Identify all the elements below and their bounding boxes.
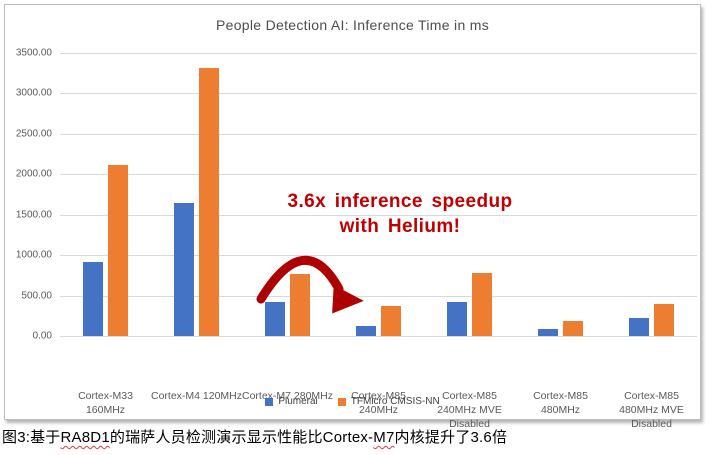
speedup-annotation-line2: with Helium!	[339, 216, 461, 237]
chart-legend: Plumerai TFMicro CMSIS-NN	[5, 396, 700, 407]
legend-item-plumerai: Plumerai	[265, 396, 318, 407]
legend-item-tfmicro: TFMicro CMSIS-NN	[337, 396, 440, 407]
bar-plumerai	[83, 262, 103, 336]
bar-plumerai	[356, 326, 376, 336]
gridline	[60, 174, 697, 176]
tfmicro-swatch-icon	[337, 397, 346, 406]
x-axis-category-label: Cortex-M7 280MHz	[241, 390, 334, 402]
speedup-annotation: 3.6x inference speedup with Helium!	[255, 189, 545, 239]
legend-label-tfmicro: TFMicro CMSIS-NN	[350, 396, 440, 407]
y-axis-tick-label: 3500.00	[15, 47, 52, 59]
y-axis-tick-label: 1000.00	[15, 249, 52, 261]
y-axis-tick-label: 3000.00	[15, 87, 52, 99]
bar-tfmicro-cmsis-nn	[654, 304, 674, 336]
x-axis-category-label: Cortex-M85 480MHz MVE Disabled	[619, 390, 684, 431]
speedup-annotation-line1: 3.6x inference speedup	[287, 191, 513, 212]
caption-text: 图3:基于	[2, 429, 61, 446]
x-axis-category-label: Cortex-M85 240MHz	[351, 390, 406, 417]
bar-plumerai	[538, 329, 558, 336]
gridline	[60, 214, 697, 216]
bar-tfmicro-cmsis-nn	[199, 68, 219, 336]
legend-label-plumerai: Plumerai	[278, 396, 318, 407]
bar-plumerai	[629, 318, 649, 336]
bar-tfmicro-cmsis-nn	[563, 321, 583, 336]
y-axis-tick-label: 2500.00	[15, 128, 52, 140]
x-axis-category-label: Cortex-M33 160MHz	[78, 390, 133, 417]
y-axis-tick-label: 0.00	[32, 330, 52, 342]
y-axis-tick-label: 1500.00	[15, 209, 52, 221]
bar-plumerai	[447, 302, 467, 336]
x-axis-category-label: Cortex-M85 480MHz	[533, 390, 588, 417]
x-axis-category-label: Cortex-M85 240MHz MVE Disabled	[437, 390, 502, 431]
caption-spellcheck-word: M7	[373, 429, 395, 446]
gridline	[60, 133, 697, 135]
x-axis-category-label: Cortex-M4 120MHz	[150, 390, 243, 402]
bar-tfmicro-cmsis-nn	[290, 274, 310, 336]
bar-tfmicro-cmsis-nn	[381, 306, 401, 336]
gridline	[60, 336, 697, 337]
bar-plumerai	[265, 302, 285, 336]
caption-text: 的瑞萨人员检测演示显示性能比Cortex-	[109, 429, 374, 446]
bar-plumerai	[174, 203, 194, 336]
figure-caption: 图3:基于RA8D1的瑞萨人员检测演示显示性能比Cortex-M7内核提升了3.…	[2, 426, 711, 447]
chart-frame: People Detection AI: Inference Time in m…	[4, 4, 701, 430]
y-axis-tick-label: 2000.00	[15, 168, 52, 180]
gridline	[60, 295, 697, 297]
chart-title: People Detection AI: Inference Time in m…	[216, 17, 489, 33]
caption-text: 内核提升了3.6倍	[394, 429, 508, 446]
plot-area: 3500.00 3000.00 2500.00 2000.00 1500.00 1000.…	[16, 48, 697, 430]
gridline	[60, 255, 697, 257]
gridline	[60, 93, 697, 95]
gridline	[60, 53, 697, 54]
y-axis-tick-label: 500.00	[21, 290, 52, 302]
bar-tfmicro-cmsis-nn	[108, 165, 128, 336]
plumerai-swatch-icon	[265, 397, 274, 406]
caption-spellcheck-word: RA8D1	[60, 429, 110, 446]
bar-tfmicro-cmsis-nn	[472, 273, 492, 336]
